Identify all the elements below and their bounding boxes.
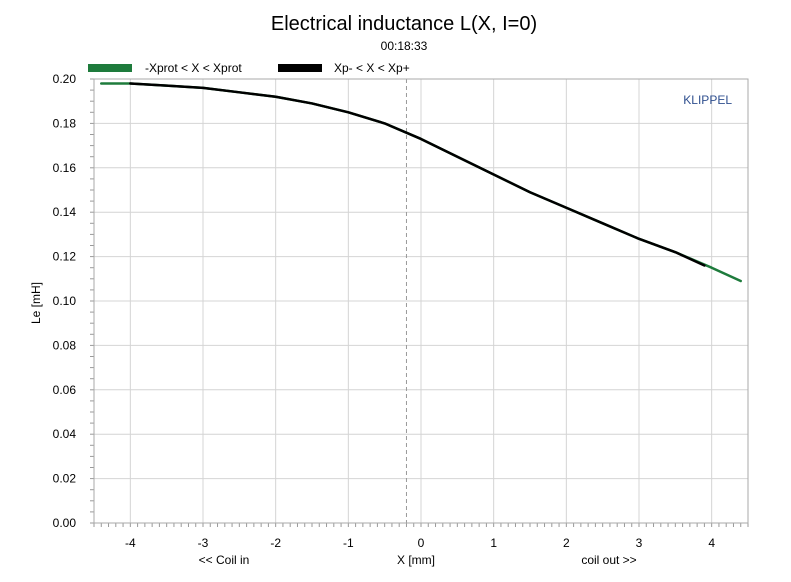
y-tick-label: 0.14 — [53, 205, 77, 219]
y-tick-label: 0.04 — [53, 427, 77, 441]
x-tick-label: -3 — [198, 536, 209, 550]
legend: -Xprot < X < Xprot Xp- < X < Xp+ — [88, 61, 410, 75]
x-tick-label: 3 — [636, 536, 643, 550]
y-tick-label: 0.10 — [53, 294, 77, 308]
y-tick-label: 0.02 — [53, 472, 77, 486]
x-axis-right-note: coil out >> — [581, 553, 636, 567]
x-tick-label: 1 — [490, 536, 497, 550]
y-tick-label: 0.12 — [53, 250, 77, 264]
chart-title: Electrical inductance L(X, I=0) — [271, 13, 537, 35]
y-tick-label: 0.16 — [53, 161, 77, 175]
legend-label-xp: Xp- < X < Xp+ — [334, 61, 410, 75]
y-tick-label: 0.08 — [53, 338, 77, 352]
y-tick-label: 0.00 — [53, 516, 77, 530]
x-tick-label: -2 — [270, 536, 281, 550]
plot-area: 0.00 0.02 0.04 0.06 0.08 0.10 0.12 0.14 0.16 0.18… — [53, 72, 749, 550]
x-tick-label: 2 — [563, 536, 570, 550]
series-line-xp — [129, 82, 706, 267]
x-axis-title: X [mm] — [397, 553, 435, 567]
x-tick-label: 4 — [708, 536, 715, 550]
legend-label-xprot: -Xprot < X < Xprot — [145, 61, 242, 75]
y-tick-label: 0.20 — [53, 72, 77, 86]
x-axis-left-note: << Coil in — [199, 553, 250, 567]
x-tick-label: -1 — [343, 536, 354, 550]
x-tick-label: 0 — [418, 536, 425, 550]
legend-swatch-xprot — [88, 64, 132, 72]
y-tick-label: 0.18 — [53, 116, 77, 130]
legend-swatch-xp — [278, 64, 322, 72]
brand-label: KLIPPEL — [683, 93, 732, 107]
chart-timestamp: 00:18:33 — [381, 39, 428, 53]
x-tick-label: -4 — [125, 536, 136, 550]
plot-frame — [93, 78, 749, 524]
y-axis-title: Le [mH] — [29, 282, 43, 324]
y-tick-label: 0.06 — [53, 383, 77, 397]
